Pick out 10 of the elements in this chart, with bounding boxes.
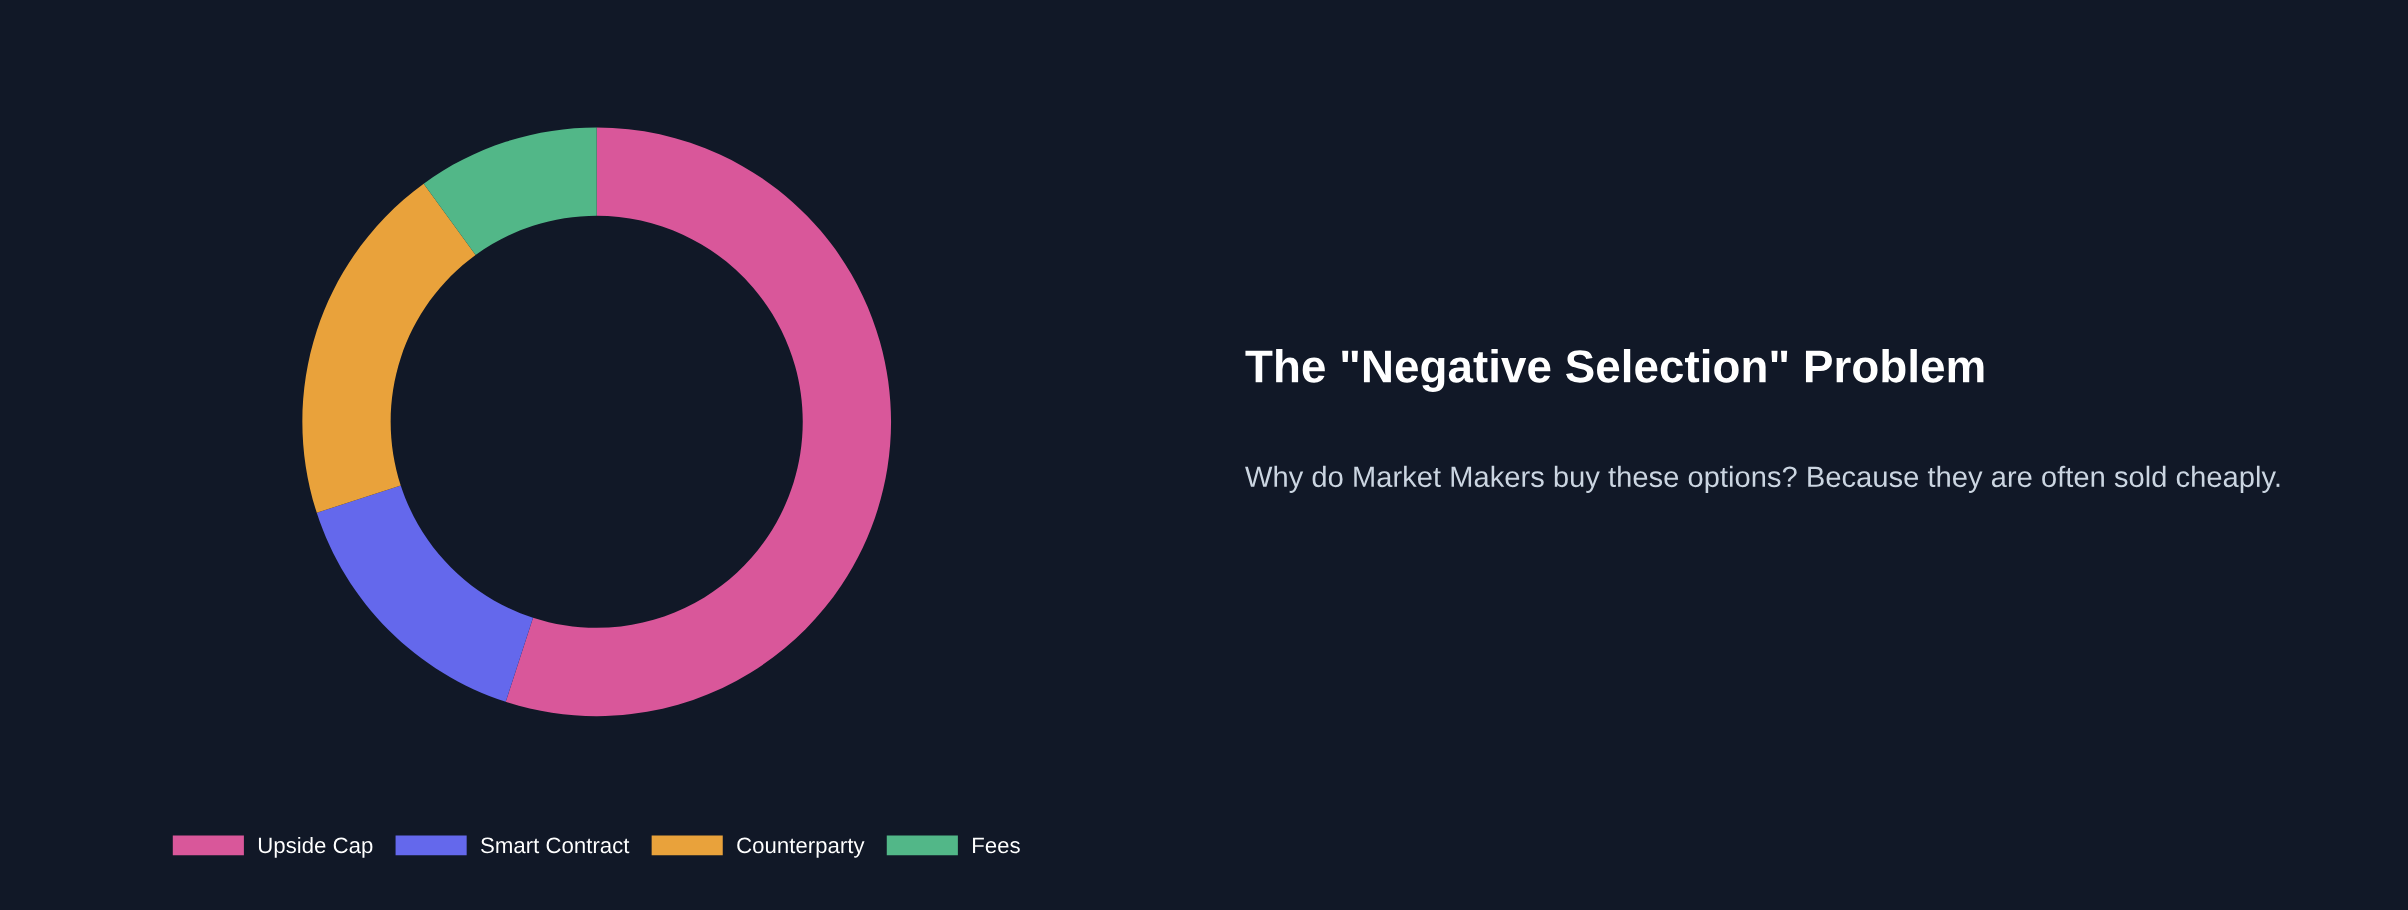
legend-label: Smart Contract [481, 837, 630, 854]
donut-slice [302, 183, 476, 513]
donut-slice [505, 127, 892, 717]
legend-label: Counterparty [737, 837, 865, 858]
donut-slice [316, 485, 534, 702]
text: The "Negative Selection" Problem [1245, 348, 1984, 392]
legend-label: Fees [973, 837, 1020, 854]
text: Why do Market Makers buy these options? Because they are often sold cheaply. [1245, 465, 2280, 493]
donut-slice [423, 127, 597, 256]
legend-label: Upside Cap [258, 836, 373, 858]
